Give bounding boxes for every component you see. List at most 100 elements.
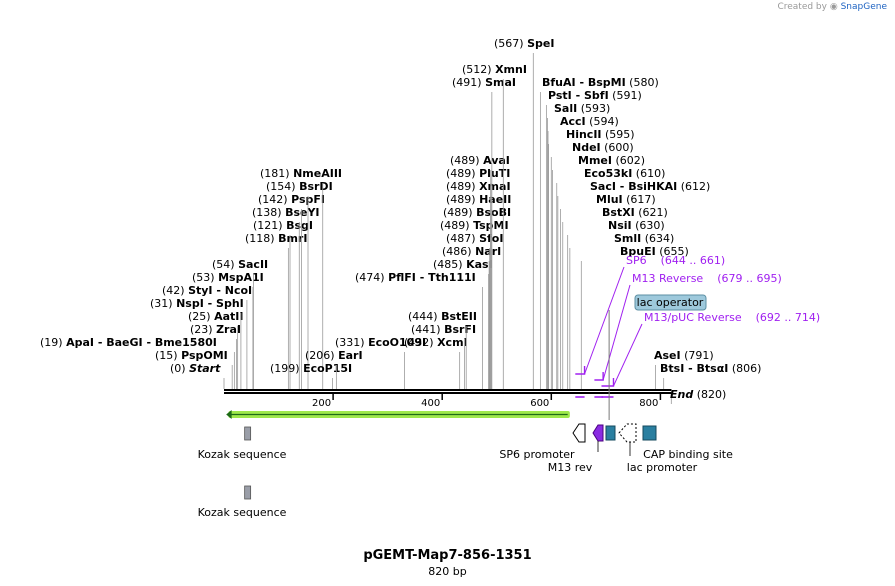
site-name: AvaI [483,154,510,167]
restriction-site-sfoi: (487) SfoI [446,232,503,389]
site-position: (199) [270,362,303,375]
restriction-site-sacii: (54) SacII [212,258,268,389]
restriction-site-zrai: (23) ZraI [190,323,241,389]
site-name: EarI [338,349,362,362]
site-name: PspOMI [181,349,228,362]
site-label: SalI (593) [554,102,610,115]
site-position: (154) [266,180,299,193]
site-position: (612) [677,180,710,193]
primer-m13-puc-reverse: M13/pUC Reverse (692 .. 714) [601,311,820,398]
axis-tick-label: 400 [421,398,440,409]
restriction-site-xmni: (512) XmnI [462,63,527,389]
site-name: ApaI [66,336,94,349]
site-name: Eco53kI [584,167,632,180]
feature-label: CAP binding site [643,448,733,461]
site-label: Eco53kI (610) [584,167,665,180]
site-name: SfoI [479,232,503,245]
site-position: (512) [462,63,495,76]
site-position: (594) [586,115,619,128]
site-label: AseI (791) [654,349,714,362]
site-name-2: - BsiHKAI [616,180,677,193]
site-label: (489) PluTI [446,167,510,180]
feature-label: Kozak sequence [198,448,287,461]
primer-range: (679 .. 695) [717,272,782,285]
site-name: MmeI [578,154,612,167]
restriction-site-bsteii: (444) BstEII [408,310,477,389]
axis-tick-label: 800 [639,398,658,409]
site-name: ZraI [216,323,241,336]
site-name: BsrDI [299,180,333,193]
feature-cap-binding-site: CAP binding site [642,425,733,461]
map-title: pGEMT-Map7-856-1351 [363,548,532,563]
site-name: NspI [176,297,204,310]
site-name: MspA1I [218,271,264,284]
site-name: BseYI [285,206,319,219]
restriction-site-styi: (42) StyI - NcoI [162,284,252,389]
site-position: (138) [252,206,285,219]
site-label: (23) ZraI [190,323,241,336]
restriction-site-bseyi: (138) BseYI [252,206,320,389]
restriction-site-apai: (19) ApaI - BaeGI - Bme1580I [40,336,235,389]
site-name: Start [189,362,221,375]
restriction-site-start: (0) Start [170,362,225,389]
restriction-site-acci: AccI (594) [547,115,619,389]
site-position: (42) [162,284,188,297]
site-label: NsiI (630) [608,219,665,232]
site-position: (15) [155,349,181,362]
site-name: BstEII [441,310,477,323]
site-label: (486) NarI [442,245,501,258]
site-name: BmrI [278,232,307,245]
lac-operator-box [605,425,616,441]
site-name: SpeI [527,37,554,50]
restriction-site-ecoo109i: (331) EcoO109I [335,336,426,389]
restriction-site-ecop15i: (199) EcoP15I [270,362,352,389]
site-name: XcmI [437,336,468,349]
m13-rev-arrow-icon [592,424,604,442]
restriction-site-eco53ki: Eco53kI (610) [556,167,665,389]
site-name-2: - BaeGI [94,336,143,349]
site-name: BsrFI [444,323,476,336]
site-position: (595) [602,128,635,141]
restriction-site-bfuai: BfuAI - BspMI (580) [539,76,659,389]
restriction-site-nspi: (31) NspI - SphI [150,297,244,389]
site-name: AseI [654,349,681,362]
feature-label: M13 rev [548,461,593,474]
primer-range: (692 .. 714) [756,311,821,324]
restriction-site-mlui: MluI (617) [560,193,656,389]
site-position: (489) [440,219,473,232]
site-label: (474) PflFI - Tth111I [355,271,476,284]
site-position: (121) [253,219,286,232]
primer-range: (644 .. 661) [661,254,726,267]
restriction-site-pspomi: (15) PspOMI [155,349,233,389]
site-position: (806) [728,362,761,375]
site-label: (199) EcoP15I [270,362,352,375]
restriction-site-ndei: NdeI (600) [550,141,634,389]
sp6-promoter-arrow-icon [572,423,586,443]
site-name: NsiI [608,219,632,232]
restriction-site-bmri: (118) BmrI [245,232,307,389]
site-label: (489) XmaI [446,180,511,193]
site-name: NarI [475,245,501,258]
restriction-site-nsii: NsiI (630) [567,219,665,389]
primer-label: M13/pUC Reverse (692 .. 714) [644,311,820,324]
primer-sp6: SP6 (644 .. 661) [575,254,726,398]
site-label: (441) BsrFI [411,323,476,336]
primer-name: SP6 [626,254,647,267]
site-label: (118) BmrI [245,232,307,245]
site-label: (121) BsgI [253,219,313,232]
site-name: BtsI [660,362,684,375]
orf-arrowhead-icon [226,410,232,419]
restriction-site-spei: (567) SpeI [494,37,554,389]
site-position: (142) [258,193,291,206]
site-name: BstXI [602,206,635,219]
site-label: HincII (595) [566,128,635,141]
feature-label: SP6 promoter [499,448,575,461]
primer-connector [584,266,625,375]
primer-label: M13 Reverse (679 .. 695) [632,272,782,285]
site-name-2: - BtsαI [684,362,728,375]
site-name: SmlI [614,232,641,245]
restriction-site-mmei: MmeI (602) [551,154,645,389]
site-label: NdeI (600) [572,141,634,154]
site-name: BsoBI [476,206,511,219]
primer-bracket [594,372,604,381]
